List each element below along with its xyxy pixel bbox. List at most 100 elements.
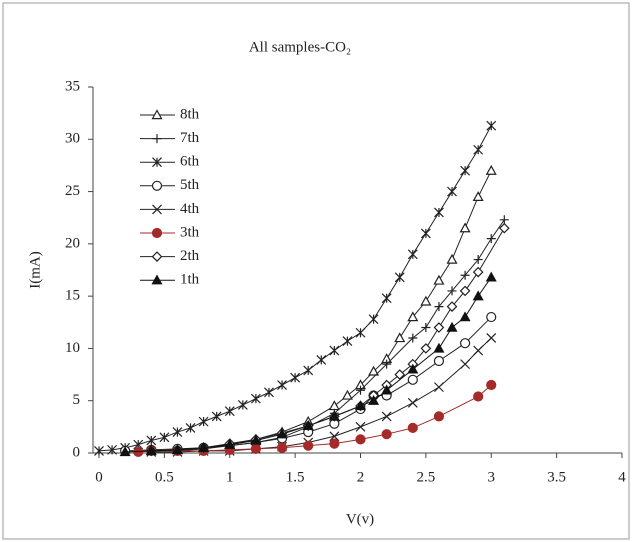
marker bbox=[382, 359, 392, 369]
y-tick-label: 30 bbox=[65, 131, 80, 147]
marker bbox=[433, 322, 445, 333]
marker bbox=[446, 321, 458, 332]
marker bbox=[381, 293, 392, 304]
marker bbox=[499, 215, 509, 225]
marker bbox=[434, 382, 444, 393]
series-line bbox=[125, 316, 492, 452]
marker bbox=[329, 431, 340, 442]
legend-marker bbox=[152, 157, 162, 168]
marker bbox=[420, 228, 431, 239]
legend-marker bbox=[151, 227, 163, 239]
y-tick-label: 10 bbox=[65, 340, 80, 356]
y-tick-label: 0 bbox=[73, 444, 81, 460]
legend-label: 5th bbox=[180, 177, 200, 193]
x-axis-label: V(v) bbox=[346, 511, 374, 527]
legend-label: 6th bbox=[180, 154, 200, 170]
y-tick-label: 5 bbox=[73, 392, 81, 408]
marker bbox=[472, 290, 484, 301]
marker bbox=[460, 165, 471, 176]
legend-marker bbox=[151, 274, 163, 285]
y-tick-label: 35 bbox=[65, 78, 80, 94]
marker bbox=[107, 444, 117, 455]
marker bbox=[356, 385, 365, 395]
marker bbox=[171, 444, 183, 455]
x-tick-label: 3.5 bbox=[547, 469, 566, 485]
y-tick-label: 20 bbox=[65, 235, 80, 251]
marker bbox=[486, 311, 497, 323]
marker bbox=[407, 363, 419, 374]
marker bbox=[302, 420, 314, 431]
legend-label: 8th bbox=[180, 106, 200, 122]
marker bbox=[276, 428, 288, 439]
marker bbox=[485, 164, 497, 175]
marker bbox=[433, 274, 445, 285]
marker bbox=[407, 249, 418, 260]
marker bbox=[250, 393, 261, 404]
marker bbox=[407, 397, 418, 408]
marker bbox=[237, 399, 248, 410]
legend-label: 7th bbox=[180, 130, 200, 146]
marker bbox=[473, 255, 483, 265]
marker bbox=[303, 440, 314, 451]
marker bbox=[185, 422, 196, 433]
marker bbox=[277, 380, 287, 390]
marker bbox=[264, 387, 274, 398]
marker bbox=[473, 144, 484, 155]
marker bbox=[119, 446, 131, 457]
marker bbox=[250, 434, 262, 445]
marker bbox=[172, 427, 183, 438]
marker bbox=[498, 222, 510, 234]
x-tick-label: 2 bbox=[357, 469, 365, 485]
marker bbox=[329, 345, 340, 356]
x-tick-label: 4 bbox=[618, 469, 626, 485]
marker bbox=[355, 434, 366, 445]
marker bbox=[473, 345, 484, 356]
marker bbox=[224, 406, 235, 417]
x-tick-label: 1 bbox=[226, 469, 234, 485]
marker bbox=[368, 314, 379, 325]
marker bbox=[433, 342, 445, 353]
legend-marker bbox=[151, 180, 163, 191]
marker bbox=[94, 445, 104, 456]
marker bbox=[394, 332, 406, 343]
legend-label: 2th bbox=[180, 248, 200, 264]
marker bbox=[394, 369, 406, 380]
marker bbox=[355, 327, 366, 338]
x-tick-label: 3 bbox=[488, 469, 496, 485]
marker bbox=[472, 191, 484, 201]
legend-label: 1th bbox=[180, 272, 200, 288]
marker bbox=[420, 295, 432, 306]
marker bbox=[434, 207, 444, 218]
legend-marker bbox=[151, 109, 163, 120]
marker bbox=[211, 411, 222, 422]
marker bbox=[434, 302, 444, 312]
marker bbox=[486, 234, 496, 244]
marker bbox=[381, 384, 393, 395]
marker bbox=[485, 271, 497, 282]
marker bbox=[472, 266, 484, 278]
marker bbox=[146, 435, 157, 446]
marker bbox=[303, 365, 314, 376]
marker bbox=[447, 286, 457, 296]
marker bbox=[459, 222, 471, 233]
marker bbox=[329, 438, 340, 449]
marker bbox=[473, 391, 484, 402]
marker bbox=[407, 422, 418, 434]
marker bbox=[250, 443, 261, 454]
marker bbox=[447, 186, 457, 197]
marker bbox=[341, 389, 353, 400]
marker bbox=[459, 285, 471, 297]
marker bbox=[460, 338, 471, 349]
chart-title: All samples-CO₂ bbox=[249, 39, 351, 55]
legend-label: 3th bbox=[180, 224, 200, 240]
marker bbox=[145, 445, 157, 456]
marker bbox=[460, 359, 471, 370]
marker bbox=[224, 438, 236, 449]
legend-label: 4th bbox=[180, 201, 200, 217]
marker bbox=[433, 411, 445, 422]
marker bbox=[290, 372, 301, 383]
marker bbox=[408, 333, 418, 343]
marker bbox=[421, 323, 431, 333]
